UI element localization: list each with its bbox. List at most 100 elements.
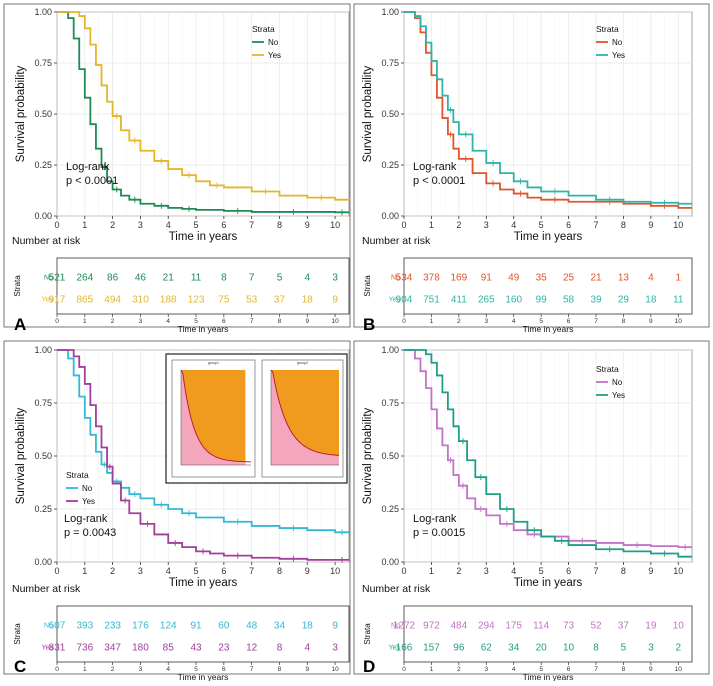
- y-axis-title: Survival probability: [362, 407, 374, 504]
- risk-table-title: Number at risk: [12, 235, 81, 247]
- risk-value: 124: [160, 620, 177, 631]
- risk-x-tick-label: 3: [484, 318, 488, 325]
- x-tick-label: 7: [249, 220, 254, 230]
- inset-curve: [180, 369, 252, 463]
- risk-x-tick-label: 10: [675, 318, 683, 325]
- risk-table-frame: [56, 257, 350, 315]
- inset-curve: [270, 369, 340, 456]
- y-tick-label: 0.00: [34, 211, 52, 221]
- risk-row-label-yes: Yes: [42, 644, 54, 651]
- risk-x-tick-label: 9: [649, 666, 653, 673]
- x-tick-label: 2: [456, 566, 461, 576]
- risk-value: 160: [505, 294, 522, 305]
- legend-label-yes: Yes: [268, 51, 281, 60]
- x-tick-label: 10: [330, 220, 340, 230]
- risk-value: 85: [163, 642, 175, 653]
- legend-title: Strata: [596, 364, 619, 374]
- inset-plot-2: group2: [261, 359, 344, 478]
- logrank-label: Log-rank: [64, 513, 108, 525]
- risk-value: 4: [305, 642, 311, 653]
- risk-row-label-no: No: [44, 622, 53, 629]
- risk-value: 91: [481, 272, 493, 283]
- risk-x-tick-label: 5: [539, 318, 543, 325]
- y-tick-label: 0.75: [34, 58, 52, 68]
- x-tick-label: 3: [138, 566, 143, 576]
- risk-row-label-no: No: [391, 622, 400, 629]
- risk-y-axis-title: Strata: [13, 275, 22, 297]
- risk-x-tick-label: 3: [484, 666, 488, 673]
- panel-letter: B: [363, 315, 375, 334]
- risk-value: 484: [451, 620, 468, 631]
- risk-value: 378: [423, 272, 440, 283]
- x-tick-label: 3: [484, 566, 489, 576]
- legend-label-no: No: [82, 484, 93, 493]
- risk-value: 96: [453, 642, 465, 653]
- legend-title: Strata: [252, 24, 275, 34]
- x-axis-title: Time in years: [169, 577, 238, 589]
- risk-x-tick-label: 10: [331, 666, 339, 673]
- risk-value: 347: [104, 642, 121, 653]
- risk-value: 13: [618, 272, 630, 283]
- survival-curve-no: [404, 11, 692, 209]
- risk-y-axis-title: Strata: [363, 623, 372, 645]
- risk-value: 123: [188, 294, 205, 305]
- y-tick-label: 0.00: [381, 557, 399, 567]
- risk-value: 865: [76, 294, 93, 305]
- risk-value: 46: [135, 272, 147, 283]
- x-tick-label: 10: [330, 566, 340, 576]
- y-tick-label: 0.50: [34, 451, 52, 461]
- risk-x-axis-title: Time in years: [523, 324, 574, 334]
- x-tick-label: 9: [648, 566, 653, 576]
- risk-value: 99: [536, 294, 548, 305]
- x-tick-label: 8: [277, 566, 282, 576]
- risk-row-label-yes: Yes: [42, 296, 54, 303]
- risk-x-tick-label: 5: [194, 666, 198, 673]
- y-tick-label: 0.25: [34, 504, 52, 514]
- risk-value: 18: [645, 294, 657, 305]
- risk-table-frame: [56, 605, 350, 663]
- risk-value: 11: [191, 272, 202, 283]
- y-tick-label: 0.00: [381, 211, 399, 221]
- logrank-label: Log-rank: [413, 513, 457, 525]
- risk-value: 53: [246, 294, 258, 305]
- x-tick-label: 6: [566, 220, 571, 230]
- risk-x-axis-title: Time in years: [178, 324, 229, 334]
- y-tick-label: 0.75: [381, 58, 399, 68]
- panel-letter: C: [14, 657, 26, 676]
- survival-curve-yes: [404, 349, 692, 558]
- risk-value: 21: [590, 272, 602, 283]
- inset-figure: group1 group2: [165, 353, 348, 484]
- risk-x-tick-label: 0: [55, 318, 59, 325]
- risk-value: 169: [451, 272, 468, 283]
- risk-x-tick-label: 8: [278, 666, 282, 673]
- risk-value: 411: [451, 294, 467, 305]
- x-tick-label: 2: [110, 566, 115, 576]
- risk-value: 11: [673, 294, 684, 305]
- risk-x-tick-label: 7: [250, 318, 254, 325]
- inset-title: group2: [297, 361, 308, 365]
- y-tick-label: 0.75: [34, 398, 52, 408]
- y-tick-label: 1.00: [381, 345, 399, 355]
- risk-value: 607: [49, 620, 66, 631]
- x-tick-label: 4: [511, 220, 516, 230]
- x-tick-label: 3: [138, 220, 143, 230]
- y-tick-label: 0.75: [381, 398, 399, 408]
- risk-x-tick-label: 8: [622, 666, 626, 673]
- risk-value: 19: [645, 620, 657, 631]
- risk-x-tick-label: 2: [457, 318, 461, 325]
- risk-value: 21: [163, 272, 175, 283]
- risk-x-tick-label: 8: [622, 318, 626, 325]
- risk-x-tick-label: 5: [539, 666, 543, 673]
- x-tick-label: 9: [648, 220, 653, 230]
- x-tick-label: 1: [82, 566, 87, 576]
- inset-orange-area: [271, 370, 339, 456]
- risk-value: 9: [332, 620, 338, 631]
- risk-value: 25: [563, 272, 575, 283]
- y-tick-label: 1.00: [34, 345, 52, 355]
- risk-x-tick-label: 6: [222, 318, 226, 325]
- x-tick-label: 4: [511, 566, 516, 576]
- risk-value: 233: [104, 620, 121, 631]
- inset-blank-area: [245, 370, 251, 465]
